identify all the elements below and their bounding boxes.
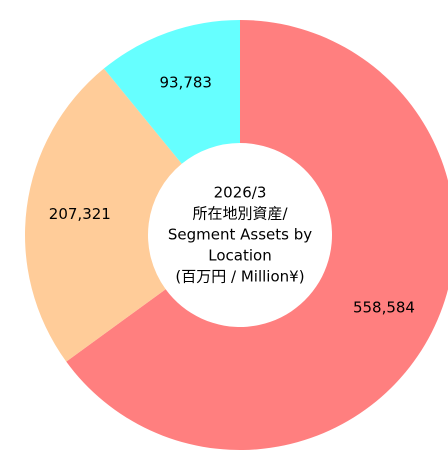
center-text: Segment Assets by bbox=[168, 226, 312, 244]
donut-slice bbox=[103, 20, 240, 164]
center-text: (百万円 / Million¥) bbox=[175, 268, 304, 286]
center-text: 2026/3 bbox=[214, 184, 267, 202]
donut-slice bbox=[24, 68, 182, 362]
donut-slice bbox=[66, 20, 448, 450]
slice-label: 558,584 bbox=[353, 299, 415, 317]
slice-label: 93,783 bbox=[159, 73, 212, 91]
center-text: 所在地別資産/ bbox=[192, 205, 288, 223]
center-text: Location bbox=[208, 247, 271, 265]
slice-label: 207,321 bbox=[49, 205, 111, 223]
